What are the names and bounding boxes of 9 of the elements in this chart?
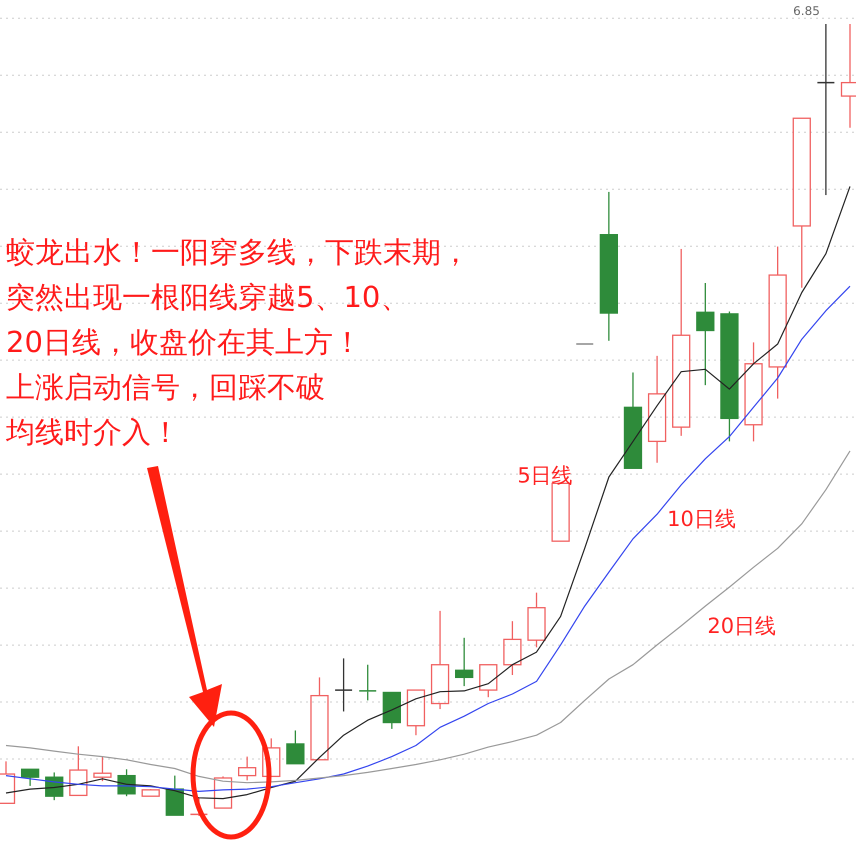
- annotation: 20日线，收盘价在其上方！: [6, 325, 362, 359]
- text: 6.85: [793, 4, 820, 18]
- annotation: 均线时介入！: [5, 415, 180, 449]
- annotation: 上涨启动信号，回踩不破: [6, 370, 325, 404]
- series-label: 5日线: [517, 463, 573, 488]
- series-label: 20日线: [707, 614, 776, 638]
- annotation: 突然出现一根阳线穿越5、10、: [6, 280, 410, 314]
- annotation: 蛟龙出水！一阳穿多线，下跌末期，: [6, 235, 470, 269]
- series-label: 10日线: [667, 507, 736, 532]
